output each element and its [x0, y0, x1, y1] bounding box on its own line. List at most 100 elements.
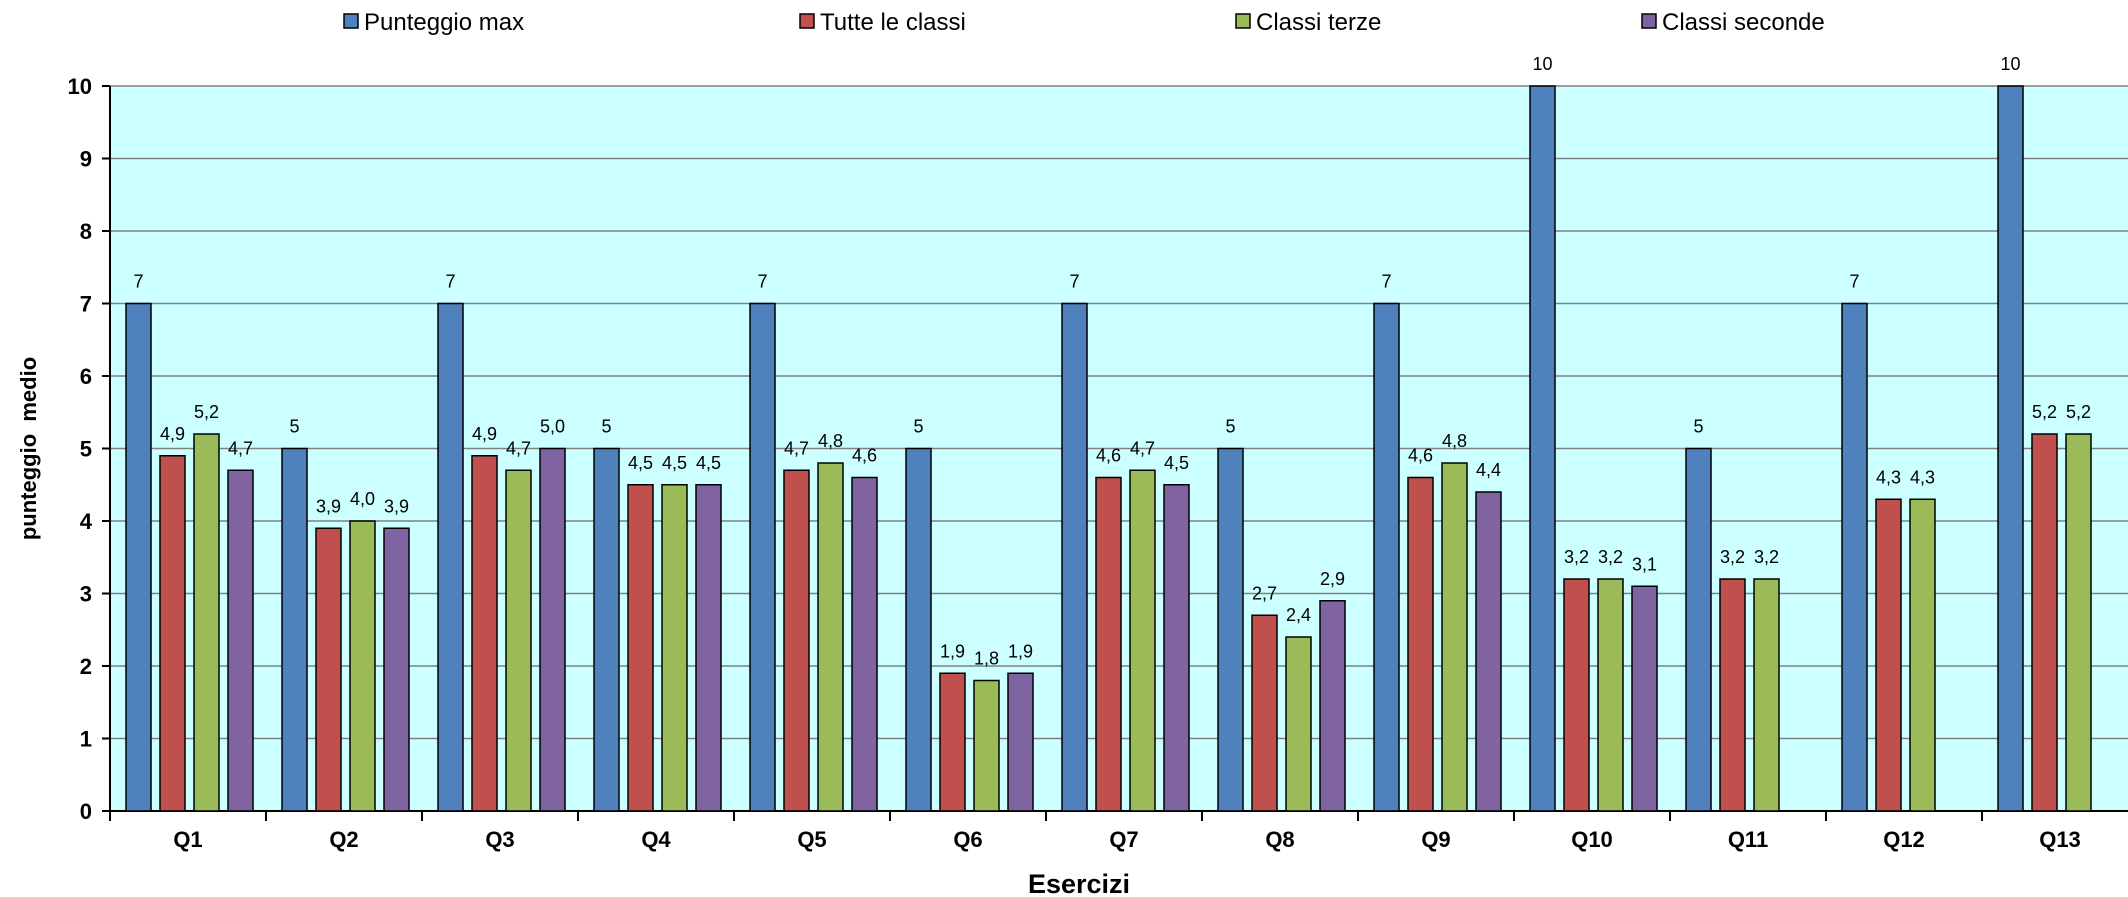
x-tick-label: Q12: [1883, 827, 1925, 852]
data-label: 7: [133, 272, 143, 292]
x-tick-label: Q10: [1571, 827, 1613, 852]
bar-classi-seconde: [539, 447, 566, 812]
data-label: 5,2: [2066, 402, 2091, 422]
bar-classi-terze: [1753, 578, 1780, 812]
bar-classi-seconde: [1475, 491, 1502, 812]
data-label: 7: [1849, 272, 1859, 292]
bar-punteggio-max: [1997, 85, 2024, 812]
bar-classi-terze: [1285, 636, 1312, 812]
x-tick-label: Q4: [641, 827, 671, 852]
y-tick-label: 5: [80, 437, 92, 462]
bar-classi-seconde: [227, 469, 254, 812]
data-label: 3,9: [316, 496, 341, 516]
data-label: 10: [1532, 54, 1552, 74]
bar-tutte-le-classi: [1251, 614, 1278, 812]
bar-classi-seconde: [1007, 672, 1034, 812]
data-label: 7: [757, 272, 767, 292]
data-label: 5: [1225, 417, 1235, 437]
data-label: 4,6: [1096, 446, 1121, 466]
data-label: 4,5: [696, 453, 721, 473]
legend-swatch: [343, 13, 359, 29]
data-label: 3,2: [1598, 547, 1623, 567]
y-tick-label: 8: [80, 219, 92, 244]
bar-tutte-le-classi: [627, 484, 654, 812]
x-tick-label: Q7: [1109, 827, 1138, 852]
bar-punteggio-max: [1529, 85, 1556, 812]
bar-punteggio-max: [905, 447, 932, 812]
data-label: 4,0: [350, 489, 375, 509]
bar-classi-terze: [1441, 462, 1468, 812]
y-tick-label: 7: [80, 292, 92, 317]
data-label: 3,9: [384, 496, 409, 516]
bar-tutte-le-classi: [1719, 578, 1746, 812]
data-label: 1,8: [974, 649, 999, 669]
bar-punteggio-max: [125, 302, 152, 812]
y-tick-label: 0: [80, 799, 92, 824]
bar-tutte-le-classi: [2031, 433, 2058, 812]
y-tick-label: 2: [80, 654, 92, 679]
y-tick-label: 9: [80, 147, 92, 172]
bar-classi-seconde: [851, 476, 878, 812]
bar-classi-terze: [973, 679, 1000, 812]
x-tick-label: Q13: [2039, 827, 2081, 852]
data-label: 5,2: [2032, 402, 2057, 422]
data-label: 4,7: [784, 438, 809, 458]
bar-classi-terze: [193, 433, 220, 812]
data-label: 2,9: [1320, 569, 1345, 589]
bar-classi-seconde: [1319, 600, 1346, 812]
data-label: 4,6: [852, 446, 877, 466]
data-label: 4,5: [662, 453, 687, 473]
data-label: 4,5: [628, 453, 653, 473]
bar-classi-terze: [1597, 578, 1624, 812]
x-tick-label: Q6: [953, 827, 982, 852]
data-label: 5,0: [540, 417, 565, 437]
bar-classi-terze: [2065, 433, 2092, 812]
x-tick-label: Q5: [797, 827, 826, 852]
legend-label: Punteggio max: [364, 9, 524, 36]
legend-label: Tutte le classi: [820, 9, 966, 36]
bar-tutte-le-classi: [939, 672, 966, 812]
bar-punteggio-max: [1373, 302, 1400, 812]
data-label: 4,3: [1876, 467, 1901, 487]
bar-tutte-le-classi: [1563, 578, 1590, 812]
data-label: 5: [913, 417, 923, 437]
x-tick-label: Q9: [1421, 827, 1450, 852]
legend-swatch: [1235, 13, 1251, 29]
bar-classi-seconde: [1163, 484, 1190, 812]
bar-punteggio-max: [1841, 302, 1868, 812]
data-label: 2,7: [1252, 583, 1277, 603]
y-tick-label: 6: [80, 364, 92, 389]
legend-swatch: [799, 13, 815, 29]
data-label: 4,7: [1130, 438, 1155, 458]
data-label: 3,2: [1564, 547, 1589, 567]
data-label: 10: [2000, 54, 2020, 74]
bar-punteggio-max: [1685, 447, 1712, 812]
data-label: 4,5: [1164, 453, 1189, 473]
bar-classi-terze: [1909, 498, 1936, 812]
bar-classi-terze: [349, 520, 376, 812]
data-label: 7: [1381, 272, 1391, 292]
x-tick-label: Q3: [485, 827, 514, 852]
data-label: 4,7: [506, 438, 531, 458]
bar-tutte-le-classi: [159, 455, 186, 812]
data-label: 2,4: [1286, 605, 1311, 625]
bar-classi-terze: [1129, 469, 1156, 812]
x-axis-title: Esercizi: [1028, 869, 1130, 897]
x-tick-label: Q1: [173, 827, 202, 852]
data-label: 4,8: [1442, 431, 1467, 451]
legend-label: Classi terze: [1256, 9, 1381, 36]
data-label: 7: [445, 272, 455, 292]
y-tick-label: 4: [80, 509, 93, 534]
bar-classi-terze: [817, 462, 844, 812]
legend-label: Classi seconde: [1662, 9, 1825, 36]
bar-tutte-le-classi: [471, 455, 498, 812]
data-label: 5: [289, 417, 299, 437]
data-label: 4,9: [472, 424, 497, 444]
bar-tutte-le-classi: [783, 469, 810, 812]
data-label: 3,2: [1754, 547, 1779, 567]
x-tick-label: Q2: [329, 827, 358, 852]
bar-punteggio-max: [1217, 447, 1244, 812]
bar-punteggio-max: [593, 447, 620, 812]
